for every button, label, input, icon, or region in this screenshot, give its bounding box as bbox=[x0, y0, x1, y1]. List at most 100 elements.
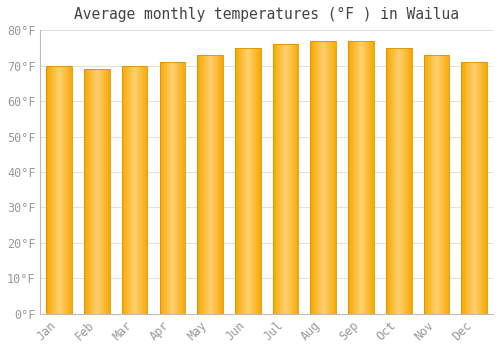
Bar bbox=[108, 69, 109, 314]
Bar bbox=[258, 48, 260, 314]
Bar bbox=[63, 65, 64, 314]
Bar bbox=[386, 48, 387, 314]
Bar bbox=[295, 44, 296, 314]
Bar bbox=[425, 55, 426, 314]
Bar bbox=[438, 55, 439, 314]
Bar bbox=[462, 62, 487, 314]
Bar bbox=[96, 69, 97, 314]
Bar bbox=[46, 65, 72, 314]
Bar bbox=[332, 41, 333, 314]
Bar bbox=[436, 55, 437, 314]
Bar bbox=[426, 55, 427, 314]
Bar bbox=[407, 48, 408, 314]
Bar bbox=[56, 65, 57, 314]
Bar bbox=[239, 48, 240, 314]
Bar bbox=[365, 41, 366, 314]
Bar bbox=[440, 55, 441, 314]
Bar bbox=[200, 55, 201, 314]
Bar bbox=[272, 44, 298, 314]
Bar bbox=[127, 65, 128, 314]
Bar bbox=[360, 41, 361, 314]
Bar bbox=[47, 65, 48, 314]
Bar bbox=[364, 41, 365, 314]
Bar bbox=[393, 48, 394, 314]
Bar bbox=[469, 62, 470, 314]
Bar bbox=[348, 41, 349, 314]
Bar bbox=[297, 44, 298, 314]
Bar bbox=[397, 48, 398, 314]
Bar bbox=[88, 69, 89, 314]
Bar bbox=[310, 41, 311, 314]
Bar bbox=[123, 65, 124, 314]
Bar bbox=[91, 69, 92, 314]
Bar bbox=[94, 69, 95, 314]
Bar bbox=[322, 41, 324, 314]
Bar bbox=[405, 48, 406, 314]
Bar bbox=[242, 48, 244, 314]
Bar bbox=[402, 48, 403, 314]
Bar bbox=[86, 69, 88, 314]
Bar bbox=[473, 62, 474, 314]
Bar bbox=[388, 48, 389, 314]
Bar bbox=[404, 48, 405, 314]
Bar bbox=[46, 65, 47, 314]
Bar bbox=[350, 41, 352, 314]
Bar bbox=[235, 48, 236, 314]
Bar bbox=[140, 65, 141, 314]
Bar bbox=[362, 41, 363, 314]
Bar bbox=[53, 65, 54, 314]
Bar bbox=[356, 41, 357, 314]
Bar bbox=[171, 62, 172, 314]
Bar bbox=[48, 65, 49, 314]
Bar bbox=[316, 41, 317, 314]
Bar bbox=[355, 41, 356, 314]
Bar bbox=[84, 69, 110, 314]
Bar bbox=[466, 62, 467, 314]
Bar bbox=[349, 41, 350, 314]
Bar bbox=[325, 41, 326, 314]
Bar bbox=[329, 41, 330, 314]
Bar bbox=[254, 48, 255, 314]
Bar bbox=[367, 41, 368, 314]
Bar bbox=[162, 62, 164, 314]
Bar bbox=[182, 62, 184, 314]
Bar bbox=[102, 69, 104, 314]
Bar bbox=[93, 69, 94, 314]
Bar bbox=[208, 55, 209, 314]
Bar bbox=[471, 62, 472, 314]
Title: Average monthly temperatures (°F ) in Wailua: Average monthly temperatures (°F ) in Wa… bbox=[74, 7, 459, 22]
Bar bbox=[144, 65, 145, 314]
Bar bbox=[51, 65, 52, 314]
Bar bbox=[318, 41, 319, 314]
Bar bbox=[330, 41, 331, 314]
Bar bbox=[246, 48, 247, 314]
Bar bbox=[241, 48, 242, 314]
Bar bbox=[218, 55, 219, 314]
Bar bbox=[357, 41, 358, 314]
Bar bbox=[484, 62, 485, 314]
Bar bbox=[296, 44, 297, 314]
Bar bbox=[59, 65, 60, 314]
Bar bbox=[411, 48, 412, 314]
Bar bbox=[184, 62, 185, 314]
Bar bbox=[251, 48, 252, 314]
Bar bbox=[279, 44, 280, 314]
Bar bbox=[136, 65, 137, 314]
Bar bbox=[472, 62, 473, 314]
Bar bbox=[257, 48, 258, 314]
Bar bbox=[465, 62, 466, 314]
Bar bbox=[326, 41, 327, 314]
Bar bbox=[66, 65, 67, 314]
Bar bbox=[403, 48, 404, 314]
Bar bbox=[70, 65, 72, 314]
Bar bbox=[282, 44, 283, 314]
Bar bbox=[204, 55, 205, 314]
Bar bbox=[238, 48, 239, 314]
Bar bbox=[160, 62, 161, 314]
Bar bbox=[390, 48, 391, 314]
Bar bbox=[106, 69, 107, 314]
Bar bbox=[134, 65, 136, 314]
Bar bbox=[104, 69, 105, 314]
Bar bbox=[221, 55, 222, 314]
Bar bbox=[477, 62, 478, 314]
